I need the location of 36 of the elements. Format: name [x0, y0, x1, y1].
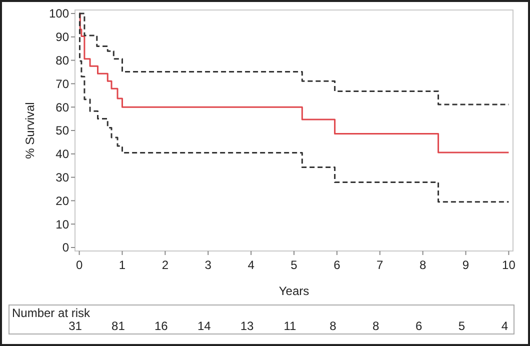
x-tick-label: 3 [204, 258, 212, 272]
y-tick-label: 0 [62, 240, 70, 255]
x-tick-label: 9 [462, 258, 470, 272]
y-tick-label: 100 [48, 6, 70, 21]
x-tick-label: 4 [248, 258, 255, 272]
x-tick-label: 2 [162, 258, 169, 272]
text: 11 [284, 319, 297, 333]
x-tick-label: 8 [419, 258, 426, 272]
text: 13 [240, 319, 254, 333]
text: 81 [112, 319, 126, 333]
y-axis-title: % Survival [23, 102, 37, 159]
text: 31 [68, 319, 82, 333]
text: 16 [154, 319, 168, 333]
text: 6 [415, 319, 422, 333]
y-tick-label: 50 [56, 124, 70, 138]
x-axis-title: Years [278, 284, 310, 298]
text: 4 [501, 319, 508, 333]
text: 14 [197, 319, 212, 333]
text: 8 [372, 319, 380, 333]
y-tick-label: 30 [56, 170, 70, 184]
y-tick-label: 60 [56, 100, 70, 114]
x-tick-label: 5 [290, 258, 298, 272]
y-tick-label: 90 [56, 30, 70, 44]
text: 8 [330, 319, 337, 333]
y-tick-label: 70 [56, 76, 70, 91]
text: 5 [458, 319, 466, 333]
x-tick-label: 7 [376, 258, 384, 272]
text: Number at risk [12, 306, 92, 320]
x-tick-label: 10 [502, 258, 516, 272]
y-tick-label: 10 [56, 217, 70, 232]
y-tick-label: 20 [56, 194, 70, 208]
x-tick-label: 0 [76, 258, 83, 272]
x-tick-label: 1 [118, 258, 126, 272]
y-tick-label: 80 [56, 54, 70, 68]
x-tick-label: 6 [334, 258, 341, 272]
y-tick-label: 40 [56, 147, 70, 162]
